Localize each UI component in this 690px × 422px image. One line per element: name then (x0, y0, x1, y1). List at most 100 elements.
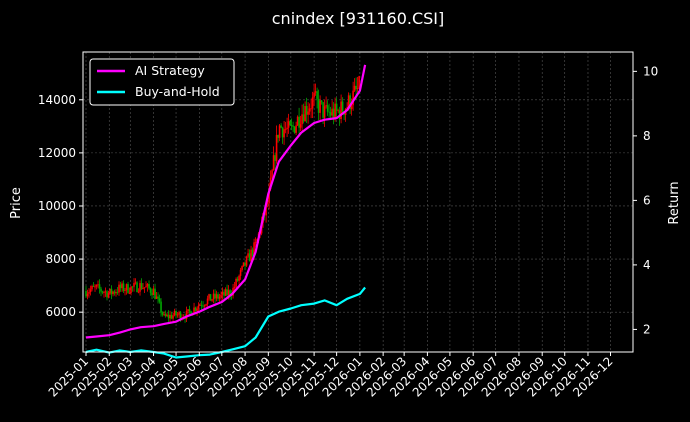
candle-body (166, 314, 168, 317)
candle-body (244, 262, 246, 266)
candle-body (347, 95, 350, 108)
candle-body (190, 311, 192, 316)
legend-label-ai-strategy: AI Strategy (135, 63, 205, 78)
candle-body (253, 242, 255, 257)
candle-body (149, 288, 152, 293)
candle-body (119, 284, 122, 289)
candle-body (146, 284, 149, 287)
candle-body (175, 310, 177, 316)
candle-body (209, 294, 212, 301)
y-axis-left: 6000 8000 10000 12000 14000 (38, 93, 83, 319)
candle-body (236, 278, 239, 281)
candle-body (133, 283, 135, 287)
candle-body (272, 155, 275, 171)
candle-body (91, 285, 93, 290)
y-left-tick-label: 10000 (38, 199, 76, 213)
candle-body (320, 100, 323, 103)
candle-body (223, 291, 225, 296)
candle-body (101, 291, 104, 293)
y-right-tick-label: 2 (643, 322, 651, 336)
candle-body (302, 114, 305, 122)
candle-body (163, 313, 165, 315)
candle-body (125, 284, 128, 291)
candle-body (356, 87, 359, 90)
candle-body (100, 288, 102, 292)
candle-body (358, 76, 360, 88)
candle-body (152, 288, 155, 296)
candle-body (281, 127, 284, 138)
candle-body (307, 111, 309, 115)
candle-body (283, 129, 285, 138)
candle-body (122, 283, 125, 292)
candle-body (188, 309, 191, 312)
candle-body (110, 288, 113, 295)
candle-body (247, 253, 249, 257)
candle-body (242, 262, 245, 267)
candle-body (277, 134, 279, 138)
candle-body (88, 292, 90, 294)
y-axis-right: 2 4 6 8 10 (633, 64, 658, 336)
candle-body (118, 284, 120, 293)
candle-body (178, 312, 180, 315)
candle-body (229, 290, 231, 296)
candle-body (299, 124, 302, 128)
candle-body (254, 242, 257, 243)
candle-body (205, 304, 207, 306)
candle-body (220, 294, 222, 297)
candle-body (134, 282, 137, 284)
candle-body (353, 85, 356, 91)
candle-body (322, 102, 324, 118)
candle-body (127, 284, 129, 293)
legend-box (89, 58, 235, 106)
y-axis-right-label: Return (667, 181, 682, 224)
candle-body (170, 314, 173, 319)
candle-body (313, 92, 315, 98)
candle-body (292, 125, 294, 127)
candle-body (164, 313, 167, 317)
candle-body (143, 287, 146, 289)
candle-body (103, 292, 105, 293)
candle-body (280, 125, 282, 128)
candle-body (326, 105, 329, 112)
chart-title: cnindex [931160.CSI] (272, 9, 445, 28)
candle-body (323, 106, 326, 118)
candle-body (335, 103, 338, 111)
candle-body (161, 312, 164, 315)
candle-body (317, 98, 320, 113)
candle-body (89, 289, 92, 293)
candle-body (199, 304, 201, 306)
candle-body (212, 293, 215, 300)
candle-body (227, 290, 230, 296)
candle-body (179, 312, 182, 320)
candle-body (128, 292, 131, 294)
candle-body (173, 310, 176, 316)
candle-body (97, 284, 99, 286)
candle-body (137, 291, 140, 293)
candle-body (202, 305, 204, 307)
candle-body (311, 97, 314, 109)
candle-body (304, 106, 306, 122)
candle-body (215, 294, 218, 299)
candle-body (286, 127, 288, 130)
candle-body (148, 284, 150, 289)
candle-body (193, 307, 195, 314)
y-right-tick-label: 4 (643, 258, 651, 272)
candle-body (160, 301, 162, 313)
candle-body (278, 125, 281, 138)
candle-body (241, 266, 243, 270)
candle-body (295, 125, 297, 133)
candle-body (235, 278, 237, 287)
candle-body (238, 275, 240, 281)
candle-body (85, 290, 87, 297)
candle-body (95, 284, 98, 287)
candle-body (308, 108, 311, 112)
candle-body (340, 101, 342, 120)
candle-body (248, 253, 251, 262)
candle-body (196, 308, 198, 311)
y-left-tick-label: 14000 (38, 93, 76, 107)
candle-body (250, 249, 252, 262)
candle-body (142, 287, 144, 289)
candle-body (139, 283, 141, 292)
candle-body (226, 289, 228, 296)
candle-body (266, 203, 269, 205)
